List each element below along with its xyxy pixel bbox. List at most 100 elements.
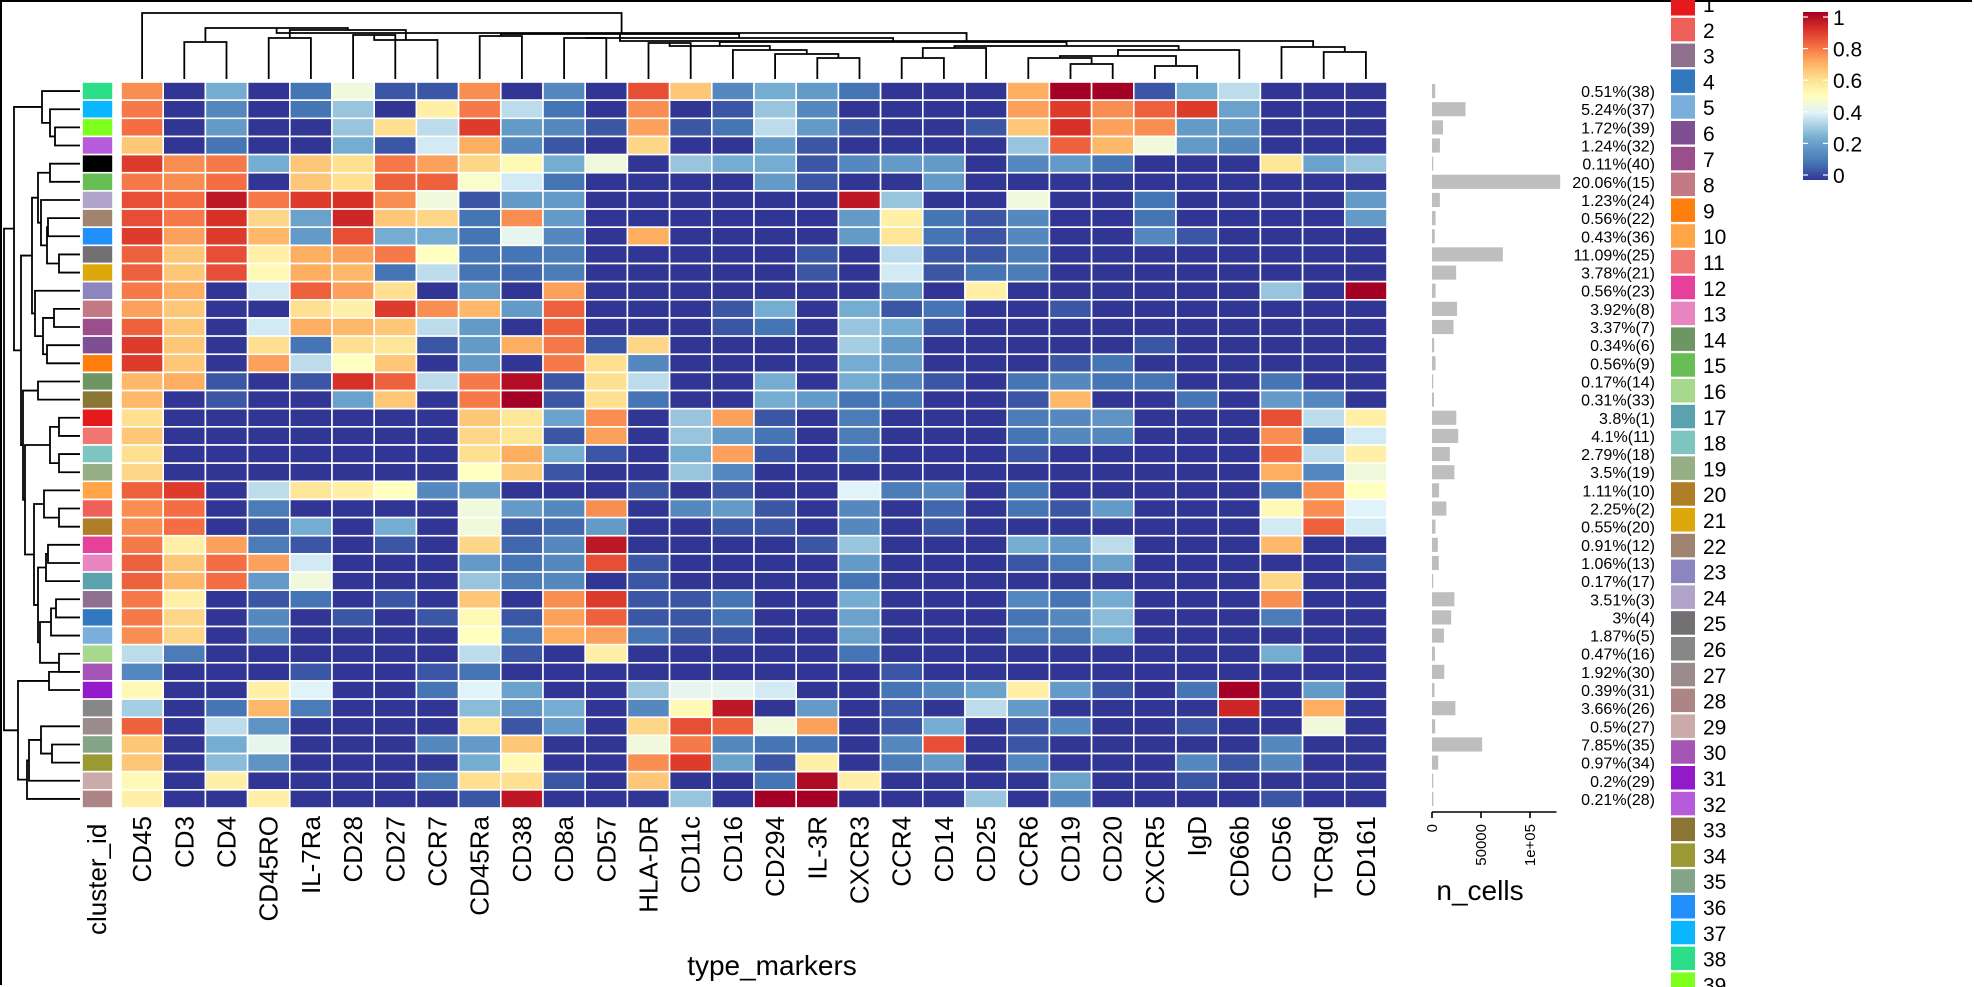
- heatmap-cell: [457, 335, 502, 356]
- heatmap-cell: [1048, 426, 1093, 446]
- heatmap-cell: [499, 208, 544, 229]
- heatmap-cell: [710, 99, 755, 120]
- heatmap-cell: [1175, 407, 1220, 428]
- heatmap-cell: [162, 317, 207, 337]
- dendrogram-branch: [183, 41, 228, 79]
- heatmap-cell: [837, 607, 882, 628]
- heatmap-cell: [1048, 244, 1093, 265]
- heatmap-cell: [1090, 498, 1135, 519]
- heatmap-cell: [331, 534, 376, 555]
- heatmap-cell: [373, 371, 418, 392]
- heatmap-cell: [204, 553, 249, 573]
- cluster-percent-label: 0.5%(27): [1590, 719, 1655, 736]
- n-cells-bar: [1432, 501, 1447, 516]
- heatmap-cell: [373, 407, 418, 428]
- heatmap-cell: [1048, 226, 1093, 247]
- heatmap-cell: [373, 661, 418, 682]
- heatmap-cell: [921, 607, 966, 628]
- heatmap-cell: [373, 171, 418, 192]
- heatmap-cell: [246, 99, 291, 120]
- heatmap-cell: [753, 117, 798, 138]
- heatmap-cell: [584, 789, 629, 809]
- heatmap-cell: [1175, 389, 1220, 410]
- cluster-legend-label: 14: [1703, 329, 1727, 352]
- heatmap-cell: [246, 498, 291, 519]
- heatmap-cell: [584, 716, 629, 737]
- heatmap-cell: [584, 770, 629, 791]
- dendrogram-branch: [26, 759, 80, 800]
- heatmap-cell: [373, 589, 418, 610]
- heatmap-cell: [879, 117, 924, 138]
- heatmap-cell: [753, 317, 798, 337]
- cluster-legend-label: 17: [1703, 407, 1726, 430]
- heatmap-cell: [1217, 789, 1262, 809]
- heatmap-cell: [288, 407, 333, 428]
- heatmap-cell: [879, 335, 924, 356]
- heatmap-cell: [499, 244, 544, 265]
- n-cells-bar: [1432, 555, 1439, 571]
- heatmap-cell: [1175, 571, 1220, 591]
- dendrogram-branch: [39, 621, 59, 664]
- heatmap-cell: [668, 335, 713, 356]
- heatmap-cell: [1006, 589, 1051, 610]
- heatmap-cell: [964, 208, 1009, 229]
- heatmap-cell: [626, 734, 671, 755]
- heatmap-cell: [457, 389, 502, 410]
- heatmap-cell: [626, 698, 671, 719]
- heatmap-cell: [1301, 716, 1346, 737]
- heatmap-cell: [542, 643, 587, 664]
- cluster-annotation-cell: [81, 153, 114, 174]
- heatmap-cell: [120, 335, 165, 356]
- cluster-annotation-cell: [81, 680, 114, 700]
- heatmap-cell: [1133, 407, 1177, 428]
- heatmap-cell: [921, 734, 966, 755]
- heatmap-cell: [204, 498, 249, 519]
- heatmap-cell: [415, 426, 460, 446]
- heatmap-cell: [1344, 643, 1388, 664]
- heatmap-cell: [879, 171, 924, 192]
- heatmap-cell: [120, 534, 165, 555]
- cluster-legend-swatch: [1671, 740, 1695, 764]
- heatmap-cell: [415, 81, 460, 101]
- heatmap-cell: [1259, 117, 1304, 138]
- heatmap-cell: [457, 353, 502, 374]
- cluster-legend-swatch: [1671, 533, 1695, 558]
- heatmap-cell: [1175, 498, 1220, 519]
- dendrogram-branch: [33, 503, 44, 606]
- heatmap-cell: [964, 335, 1009, 356]
- heatmap-cell: [1006, 516, 1051, 537]
- heatmap-cell: [373, 335, 418, 356]
- heatmap-cell: [1217, 317, 1262, 337]
- heatmap-cell: [1006, 317, 1051, 337]
- heatmap-cell: [1217, 480, 1262, 501]
- heatmap-cell: [1217, 643, 1262, 664]
- heatmap-cell: [457, 716, 502, 737]
- heatmap-cell: [1344, 516, 1388, 537]
- heatmap-cell: [162, 625, 207, 646]
- n-cells-bar: [1432, 773, 1434, 788]
- heatmap-cell: [204, 262, 249, 283]
- heatmap-cell: [373, 734, 418, 755]
- heatmap-cell: [1259, 607, 1304, 628]
- heatmap-cell: [584, 698, 629, 719]
- marker-label: TCRgd: [1309, 816, 1339, 898]
- heatmap-cell: [162, 426, 207, 446]
- heatmap-cell: [1175, 298, 1220, 319]
- heatmap-cell: [668, 680, 713, 700]
- heatmap-cell: [921, 571, 966, 591]
- heatmap-cell: [837, 752, 882, 773]
- heatmap-cell: [1344, 589, 1388, 610]
- heatmap-cell: [246, 317, 291, 337]
- heatmap-cell: [584, 244, 629, 265]
- heatmap-cell: [542, 298, 587, 319]
- heatmap-cell: [1217, 680, 1262, 700]
- heatmap-cell: [1301, 498, 1346, 519]
- heatmap-cell: [373, 462, 418, 483]
- heatmap-cell: [710, 444, 755, 464]
- heatmap-cell: [1175, 208, 1220, 229]
- heatmap-cell: [1217, 208, 1262, 229]
- heatmap-cell: [795, 444, 840, 464]
- heatmap-cell: [964, 625, 1009, 646]
- cluster-legend-label: 23: [1703, 562, 1726, 585]
- heatmap-cell: [964, 789, 1009, 809]
